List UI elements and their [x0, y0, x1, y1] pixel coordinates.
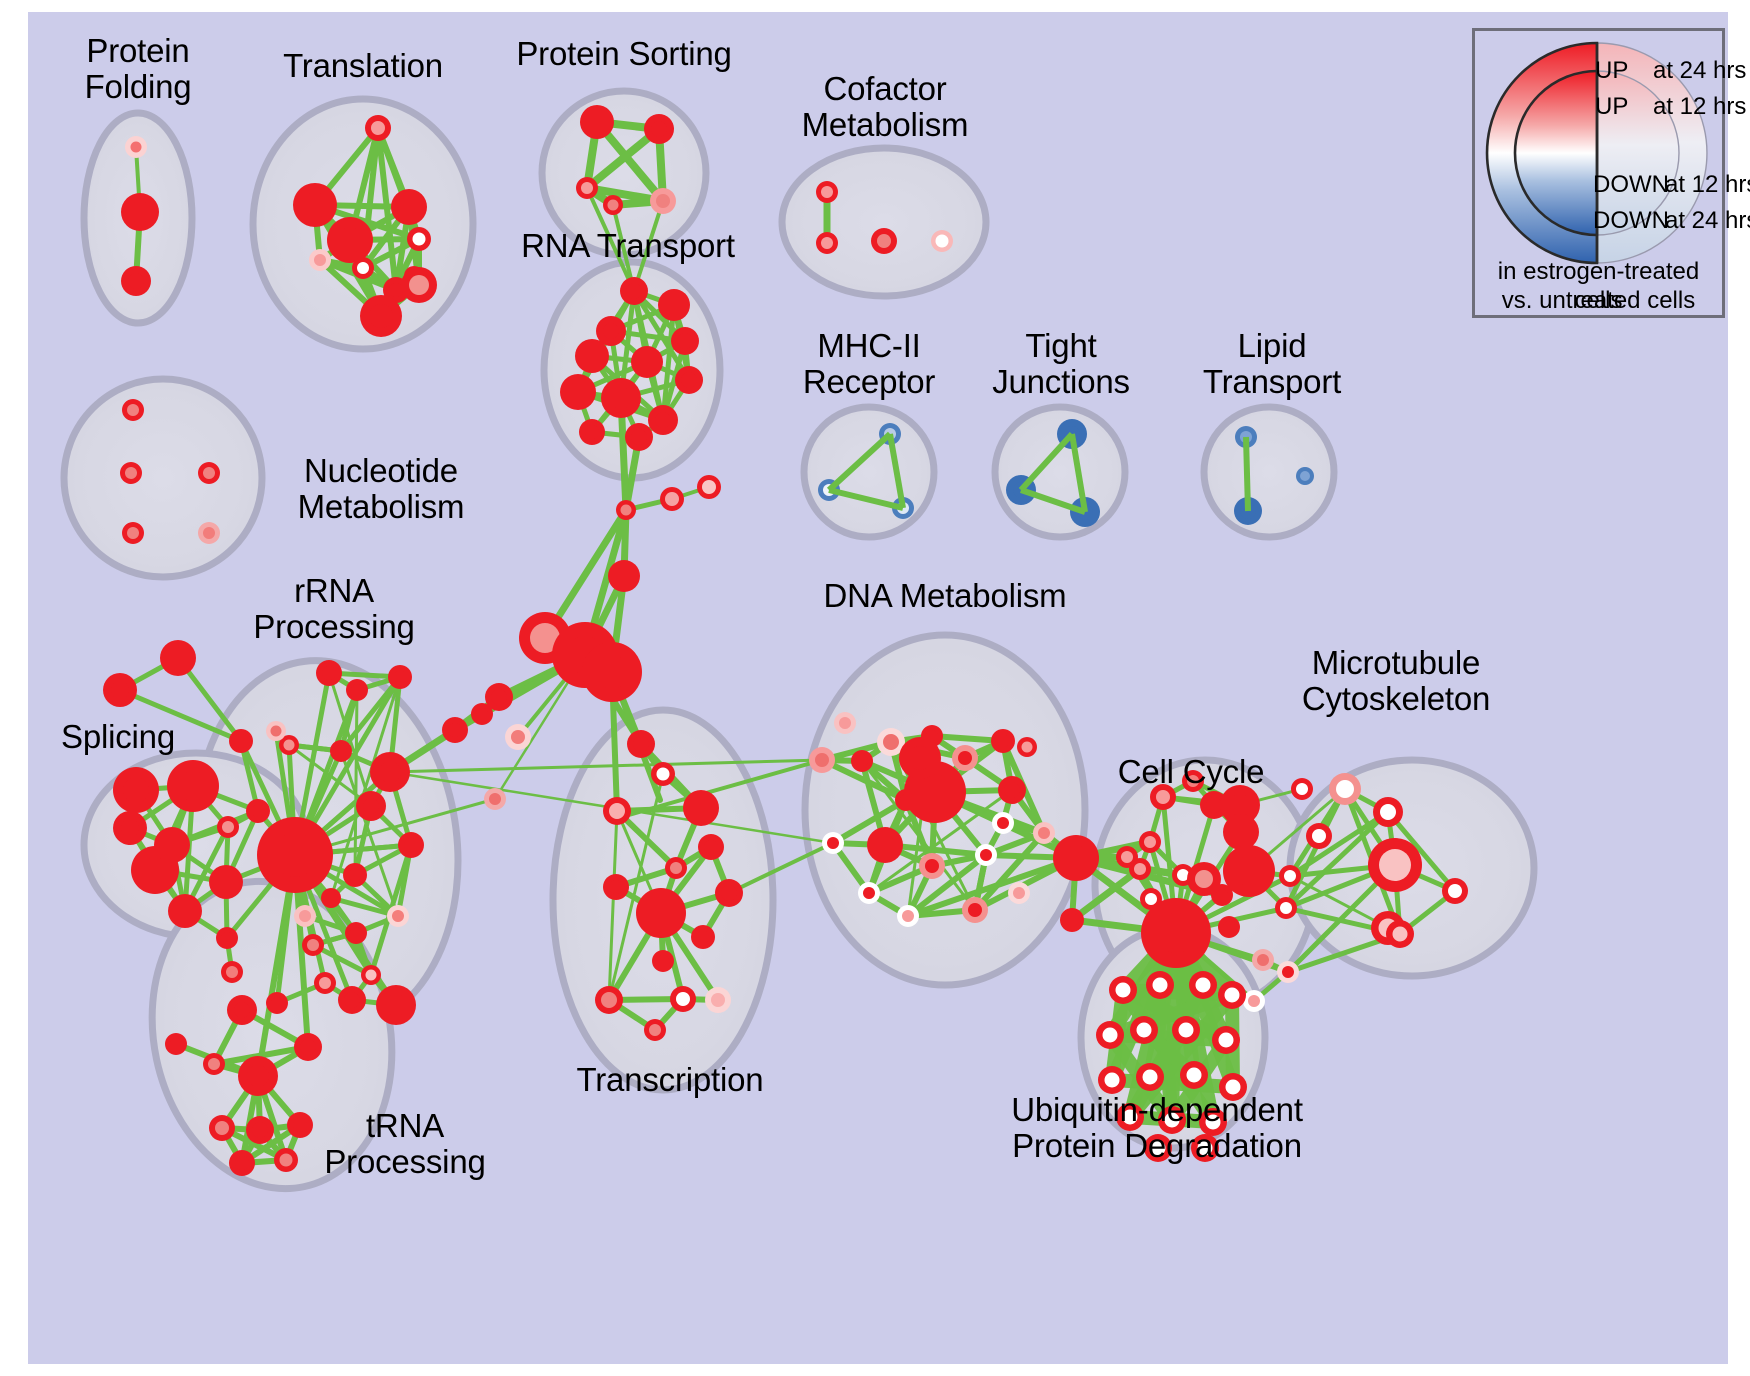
label-lipid-transport: Lipid Transport — [1202, 327, 1342, 400]
label-protein-folding: Protein Folding — [84, 32, 192, 105]
legend-row-2-time: at 12 hrs — [1665, 171, 1750, 198]
label-rna-transport: RNA Transport — [521, 227, 735, 264]
label-translation: Translation — [283, 47, 443, 84]
label-dna-metabolism: DNA Metabolism — [823, 577, 1067, 614]
label-splicing: Splicing — [61, 718, 175, 755]
hull-mhc-ii — [800, 403, 938, 541]
hull-cofactor-metabolism — [778, 144, 990, 300]
label-mhc-ii-receptor: MHC-II Receptor — [802, 327, 936, 400]
legend-footer-line2: vs. untreated cells — [1501, 287, 1696, 314]
legend-row-0-time: at 24 hrs — [1653, 57, 1747, 84]
legend-row-2-direction: DOWN — [1593, 171, 1669, 198]
label-nucleotide-metabolism: Nucleotide Metabolism — [297, 452, 465, 525]
label-microtubule: Microtubule Cytoskeleton — [1301, 644, 1491, 717]
label-cofactor-metabolism: Cofactor Metabolism — [801, 70, 969, 143]
label-cell-cycle: Cell Cycle — [1117, 753, 1265, 790]
legend-row-3-time: at 24 hrs — [1665, 207, 1750, 234]
label-trna-processing: tRNA Processing — [324, 1107, 486, 1180]
legend-row-1-time: at 12 hrs — [1653, 93, 1747, 120]
label-ubiquitin: Ubiquitin-dependent Protein Degradation — [1011, 1091, 1303, 1164]
legend-row-0-direction: UP — [1595, 57, 1629, 84]
legend-row-3-direction: DOWN — [1593, 207, 1669, 234]
legend-row-1-direction: UP — [1595, 93, 1629, 120]
legend-footer-line1: in estrogen-treated cells — [1497, 258, 1700, 315]
legend-panel: UP at 24 hrs UP at 12 hrs DOWN at 12 hrs… — [1472, 28, 1750, 318]
label-tight-junctions: Tight Junctions — [992, 327, 1130, 400]
legend-diagram — [1485, 41, 1708, 265]
label-protein-sorting: Protein Sorting — [516, 35, 732, 72]
label-transcription: Transcription — [576, 1061, 764, 1098]
network-nodes — [103, 105, 1468, 1176]
hull-lipid-transport — [1200, 403, 1338, 541]
label-rrna-processing: rRNA Processing — [253, 572, 415, 645]
hull-nucleotide-metabolism — [60, 375, 266, 581]
